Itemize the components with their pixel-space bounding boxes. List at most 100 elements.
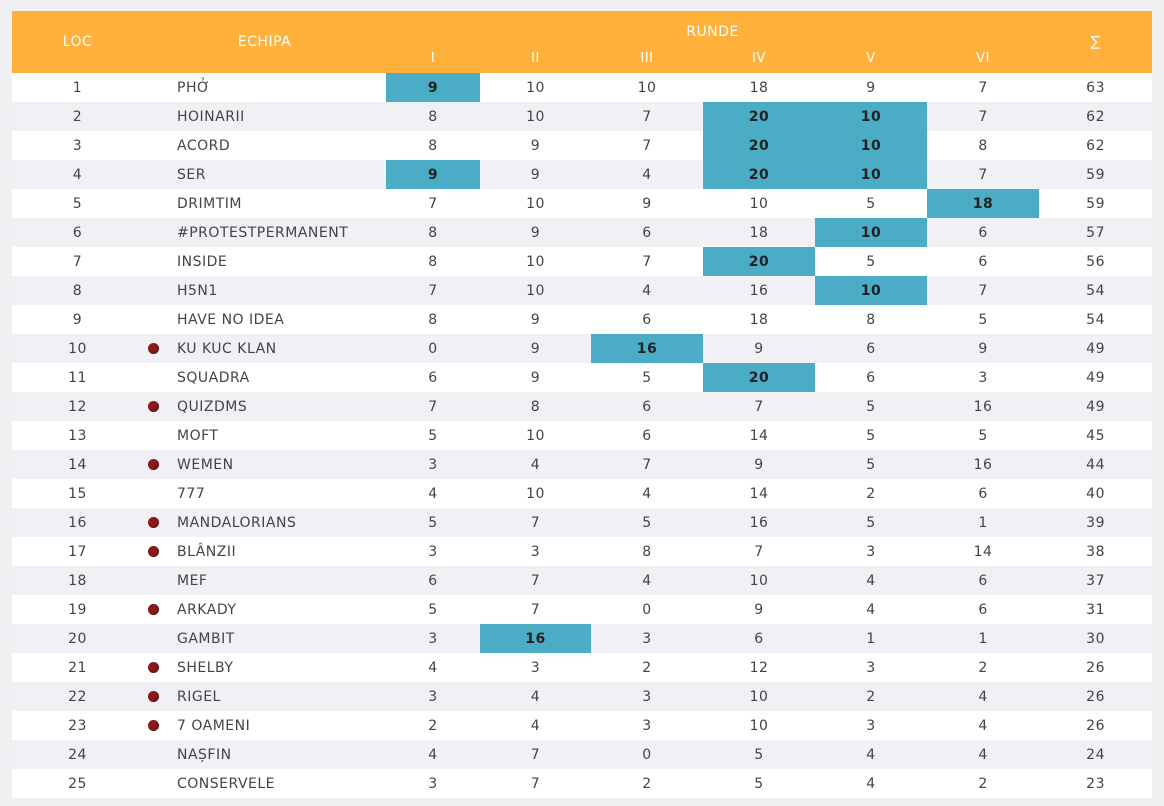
team-cell: 7 OAMENI	[163, 711, 386, 740]
score-cell: 14	[927, 537, 1040, 566]
team-cell: 777	[163, 479, 386, 508]
marker-cell	[143, 595, 163, 624]
marker-dot-icon	[147, 720, 159, 731]
score-cell: 7	[386, 276, 480, 305]
score-cell: 7	[480, 740, 591, 769]
score-cell: 2	[591, 653, 703, 682]
team-name: 7 OAMENI	[177, 717, 251, 734]
marker-cell	[143, 102, 163, 131]
score-cell: 7	[703, 537, 815, 566]
score-cell: 7	[386, 189, 480, 218]
team-cell: HOINARII	[163, 102, 386, 131]
score-cell: 5	[815, 508, 927, 537]
score-cell-best: 9	[386, 73, 480, 102]
score-cell: 3	[815, 653, 927, 682]
score-cell: 14	[703, 479, 815, 508]
score-cell: 10	[703, 189, 815, 218]
table-row: 16 MANDALORIANS 5 7 5 16 5 1 39	[12, 508, 1153, 537]
team-cell: #PROTESTPERMANENT	[163, 218, 386, 247]
team-name: ARKADY	[177, 601, 237, 618]
score-cell: 5	[927, 421, 1040, 450]
score-cell: 4	[591, 160, 703, 189]
marker-cell	[143, 334, 163, 363]
score-cell-best: 16	[591, 334, 703, 363]
rank-cell: 16	[12, 508, 143, 537]
score-cell: 3	[815, 711, 927, 740]
team-name: INSIDE	[177, 253, 228, 270]
score-cell: 9	[480, 160, 591, 189]
marker-dot-icon	[147, 401, 159, 412]
team-name: HOINARII	[177, 108, 245, 125]
score-cell: 5	[386, 595, 480, 624]
score-cell: 8	[591, 537, 703, 566]
marker-cell	[143, 73, 163, 102]
score-cell: 9	[480, 363, 591, 392]
team-cell: DRIMTIM	[163, 189, 386, 218]
score-cell: 7	[591, 450, 703, 479]
score-cell: 2	[591, 769, 703, 798]
score-cell: 7	[703, 392, 815, 421]
rank-cell: 15	[12, 479, 143, 508]
score-cell: 10	[480, 102, 591, 131]
score-cell: 6	[815, 334, 927, 363]
team-cell: ACORD	[163, 131, 386, 160]
marker-dot-icon	[147, 691, 159, 702]
marker-cell	[143, 247, 163, 276]
score-cell: 18	[703, 218, 815, 247]
score-cell: 5	[815, 392, 927, 421]
score-cell: 5	[591, 363, 703, 392]
rank-cell: 9	[12, 305, 143, 334]
team-cell: MEF	[163, 566, 386, 595]
table-row: 22 RIGEL 3 4 3 10 2 4 26	[12, 682, 1153, 711]
score-cell: 2	[386, 711, 480, 740]
header-round: V	[815, 44, 927, 73]
table-row: 13 MOFT 5 10 6 14 5 5 45	[12, 421, 1153, 450]
team-name: MEF	[177, 572, 208, 589]
score-cell-best: 20	[703, 247, 815, 276]
team-name: #PROTESTPERMANENT	[177, 224, 349, 241]
team-name: H5N1	[177, 282, 218, 299]
table-row: 17 BLÂNZII 3 3 8 7 3 14 38	[12, 537, 1153, 566]
marker-dot-icon	[147, 459, 159, 470]
score-cell: 9	[927, 334, 1040, 363]
team-cell: MANDALORIANS	[163, 508, 386, 537]
standings-container: LOC ECHIPA RUNDE ∑ I II III IV V VI 1 PHỞ…	[12, 11, 1153, 798]
score-cell-best: 20	[703, 102, 815, 131]
score-cell: 1	[927, 508, 1040, 537]
score-cell: 18	[703, 73, 815, 102]
team-name: WEMEN	[177, 456, 234, 473]
score-cell: 1	[927, 624, 1040, 653]
marker-cell	[143, 769, 163, 798]
score-cell: 10	[591, 73, 703, 102]
table-row: 8 H5N1 7 10 4 16 10 7 54	[12, 276, 1153, 305]
score-cell: 4	[815, 595, 927, 624]
total-cell: 40	[1039, 479, 1153, 508]
score-cell: 3	[386, 682, 480, 711]
team-cell: CONSERVELE	[163, 769, 386, 798]
score-cell: 9	[703, 334, 815, 363]
table-row: 7 INSIDE 8 10 7 20 5 6 56	[12, 247, 1153, 276]
table-row: 3 ACORD 8 9 7 20 10 8 62	[12, 131, 1153, 160]
rank-cell: 20	[12, 624, 143, 653]
total-cell: 49	[1039, 363, 1153, 392]
team-cell: GAMBIT	[163, 624, 386, 653]
team-name: SHELBY	[177, 659, 234, 676]
score-cell: 4	[480, 711, 591, 740]
score-cell: 7	[386, 392, 480, 421]
score-cell: 5	[386, 421, 480, 450]
header-runde: RUNDE	[386, 11, 1040, 44]
score-cell: 10	[480, 247, 591, 276]
score-cell: 14	[703, 421, 815, 450]
score-cell: 2	[815, 682, 927, 711]
team-cell: KU KUC KLAN	[163, 334, 386, 363]
table-header: LOC ECHIPA RUNDE ∑ I II III IV V VI	[12, 11, 1153, 73]
score-cell: 9	[480, 334, 591, 363]
rank-cell: 23	[12, 711, 143, 740]
team-name: HAVE NO IDEA	[177, 311, 285, 328]
score-cell: 3	[386, 537, 480, 566]
marker-cell	[143, 218, 163, 247]
score-cell: 4	[815, 566, 927, 595]
score-cell-best: 10	[815, 218, 927, 247]
score-cell: 7	[480, 595, 591, 624]
table-row: 12 QUIZDMS 7 8 6 7 5 16 49	[12, 392, 1153, 421]
